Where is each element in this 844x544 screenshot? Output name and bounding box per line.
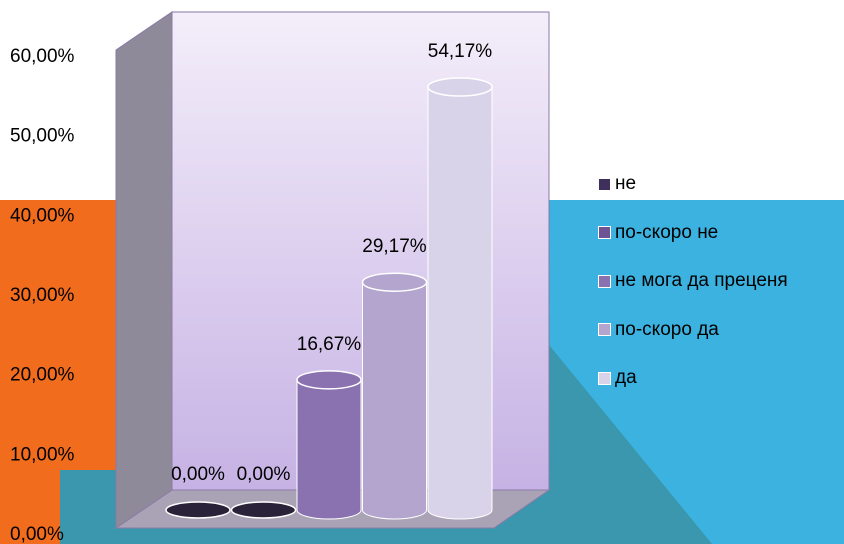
bar-body [362,281,427,520]
legend-item: не мога да преценя [598,257,788,306]
value-label: 29,17% [362,236,427,257]
bar-top [230,501,297,519]
bar-body [296,379,362,520]
bar-top [165,501,231,519]
bar-0 [165,501,231,519]
legend-swatch [598,177,611,191]
legend-label: не мога да преценя [615,270,788,292]
value-labels: 0,00% 0,00% 16,67% 29,17% 54,17% [171,41,492,485]
y-axis: 0,00% 10,00% 20,00% 30,00% 40,00% 50,00% 60,00… [10,46,75,544]
legend-label: да [615,367,637,389]
bar-top [427,77,493,97]
chart-side-wall [115,11,173,529]
y-tick-label: 40,00% [10,205,75,226]
legend-item: по-скоро да [598,306,788,355]
bars [165,77,493,520]
bar-1 [230,501,297,519]
value-label: 0,00% [237,464,291,485]
legend: не по-скоро не не мога да преценя по-скоро … [598,160,788,403]
y-tick-label: 50,00% [10,126,75,147]
bar-4 [427,77,493,520]
legend-swatch [598,323,611,337]
bar-top [361,272,428,292]
value-label: 0,00% [171,464,225,485]
value-label: 16,67% [297,334,362,355]
legend-swatch [598,274,611,288]
y-tick-label: 20,00% [10,365,75,386]
y-tick-label: 60,00% [10,46,75,67]
legend-label: не [615,173,637,195]
bar-2 [296,370,362,520]
legend-swatch [598,371,611,385]
bar-3 [361,272,428,520]
y-tick-label: 0,00% [10,524,64,544]
y-tick-label: 10,00% [10,444,75,465]
legend-label: по-скоро да [615,318,719,340]
bar-body [427,86,493,520]
value-label: 54,17% [428,41,493,62]
legend-item: да [598,354,788,403]
y-tick-label: 30,00% [10,285,75,306]
legend-swatch [598,226,611,240]
legend-item: по-скоро не [598,209,788,258]
legend-label: по-скоро не [615,221,719,243]
bar-top [296,370,362,390]
legend-item: не [598,160,788,209]
